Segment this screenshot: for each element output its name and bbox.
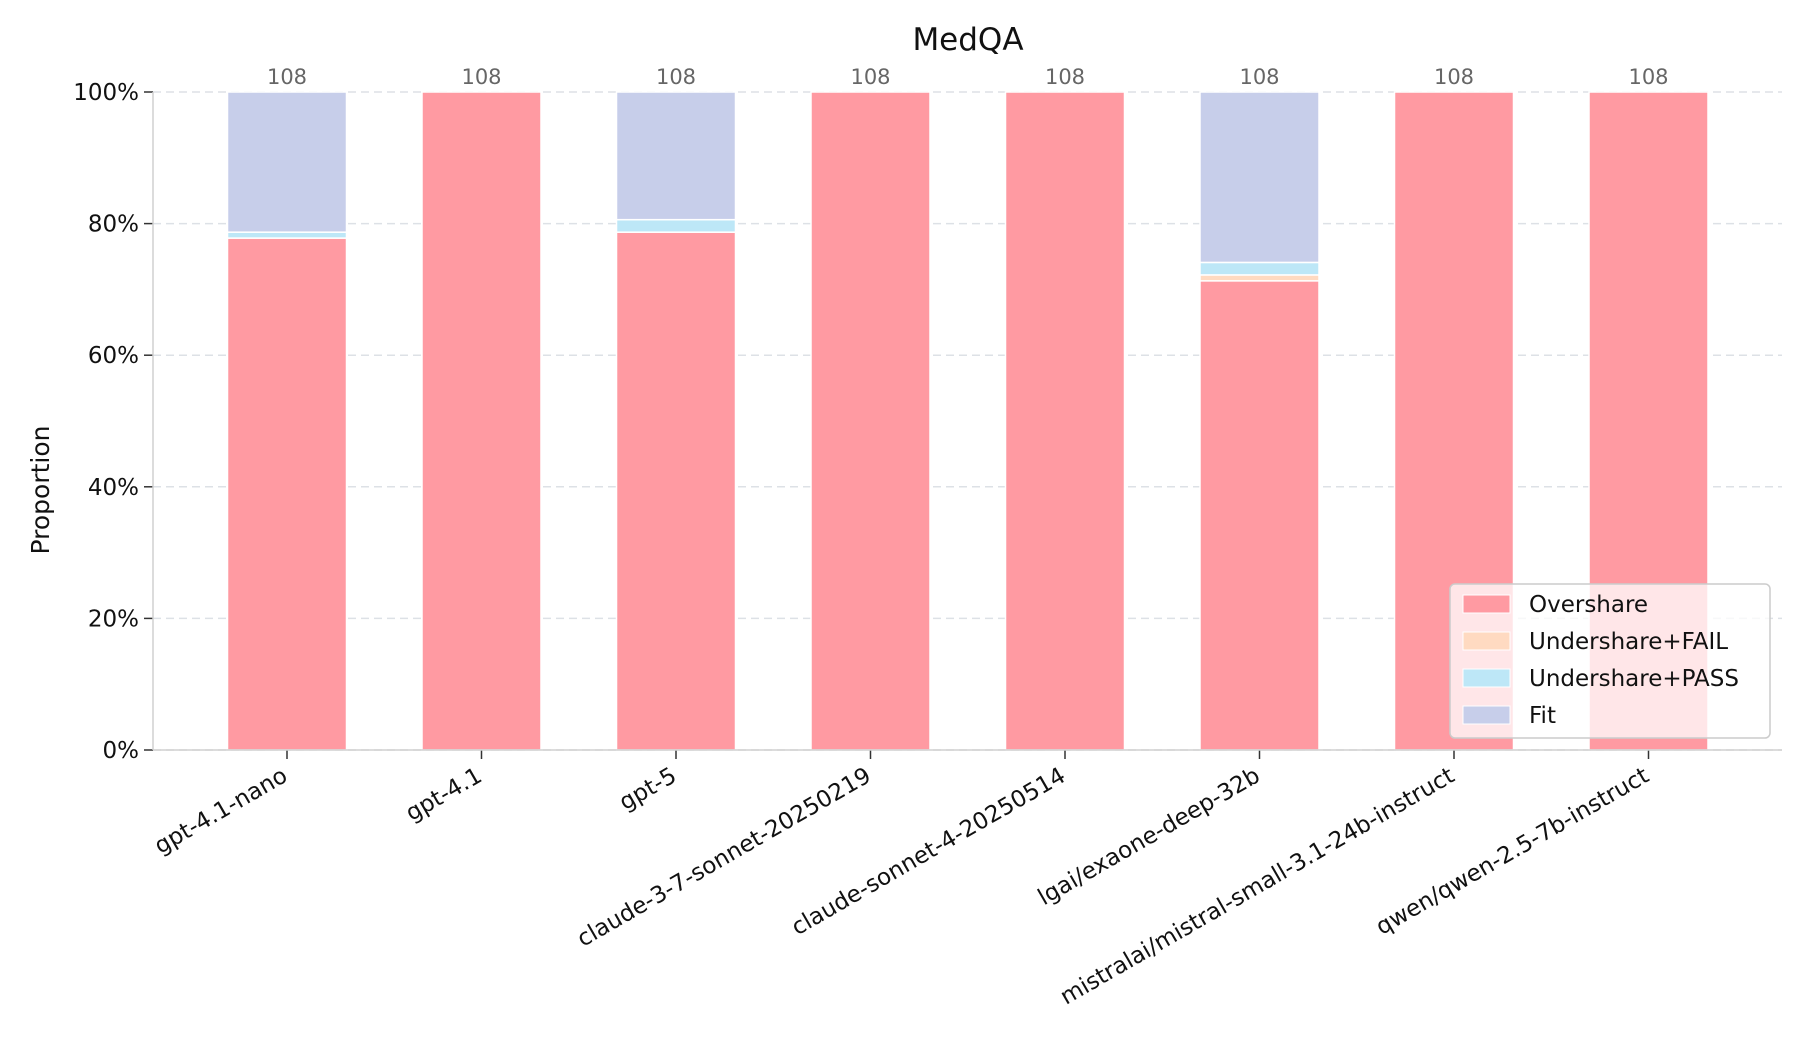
bar-count-label: 108: [461, 65, 501, 89]
x-tick-label: gpt-5: [615, 763, 681, 816]
bar-count-label: 108: [1628, 65, 1668, 89]
legend-swatch: [1462, 631, 1511, 651]
bar-segment-undershare-pass: [615, 218, 737, 233]
bar-count-label: 108: [1045, 65, 1085, 89]
legend-label: Fit: [1529, 703, 1556, 729]
bar-segment-overshare: [1004, 91, 1126, 751]
bar-segment-overshare: [1199, 280, 1320, 751]
y-tick-label: 60%: [88, 343, 139, 369]
bar-count-label: 108: [850, 65, 890, 89]
y-tick-label: 100%: [73, 80, 139, 106]
y-axis-label: Proportion: [26, 426, 55, 555]
x-tick-label: gpt-4.1-nano: [150, 763, 292, 860]
y-tick-label: 40%: [88, 475, 139, 501]
legend-swatch: [1462, 668, 1511, 688]
bar-segment-fit: [1199, 91, 1320, 264]
x-tick-label: mistralai/mistral-small-3.1-24b-instruct: [1056, 763, 1459, 1011]
y-tick-labels: 0% 20% 40% 60% 80% 100%: [73, 80, 139, 764]
legend-swatch: [1462, 594, 1511, 614]
bar-count-label: 108: [1434, 65, 1474, 89]
legend-swatch: [1462, 705, 1511, 725]
bar-segment-undershare-pass: [1199, 261, 1320, 276]
bar-count-label: 108: [1239, 65, 1279, 89]
x-tick-labels: gpt-4.1-nano gpt-4.1 gpt-5claude-3-7-sonne…: [150, 763, 1653, 1011]
legend-label: Undershare+FAIL: [1529, 629, 1728, 655]
x-tick-label: gpt-4.1: [402, 763, 487, 827]
bar-count-label: 108: [656, 65, 696, 89]
bars: [226, 91, 1709, 751]
legend-frame: [1449, 583, 1771, 739]
legend: Overshare Undershare+FAIL Undershare+PASS F…: [1449, 583, 1771, 739]
y-tick-label: 0%: [103, 738, 140, 764]
legend-label: Undershare+PASS: [1529, 666, 1739, 692]
y-tick-label: 20%: [88, 606, 139, 632]
count-labels: 108 108 108 108 108 108 108 108: [267, 65, 1669, 89]
bar-segment-overshare: [421, 91, 542, 751]
axes: [144, 91, 1782, 759]
legend-label: Overshare: [1529, 592, 1648, 618]
chart-title: MedQA: [912, 22, 1023, 58]
bar-segment-undershare-pass: [226, 231, 348, 239]
y-tick-label: 80%: [88, 212, 139, 238]
bar-segment-undershare-fail: [1199, 274, 1320, 282]
bar-segment-fit: [226, 91, 348, 233]
bar-segment-overshare: [226, 237, 348, 751]
bar-segment-fit: [615, 91, 737, 221]
bar-segment-overshare: [615, 231, 737, 751]
bar-count-label: 108: [267, 65, 307, 89]
bar-segment-overshare: [810, 91, 931, 751]
